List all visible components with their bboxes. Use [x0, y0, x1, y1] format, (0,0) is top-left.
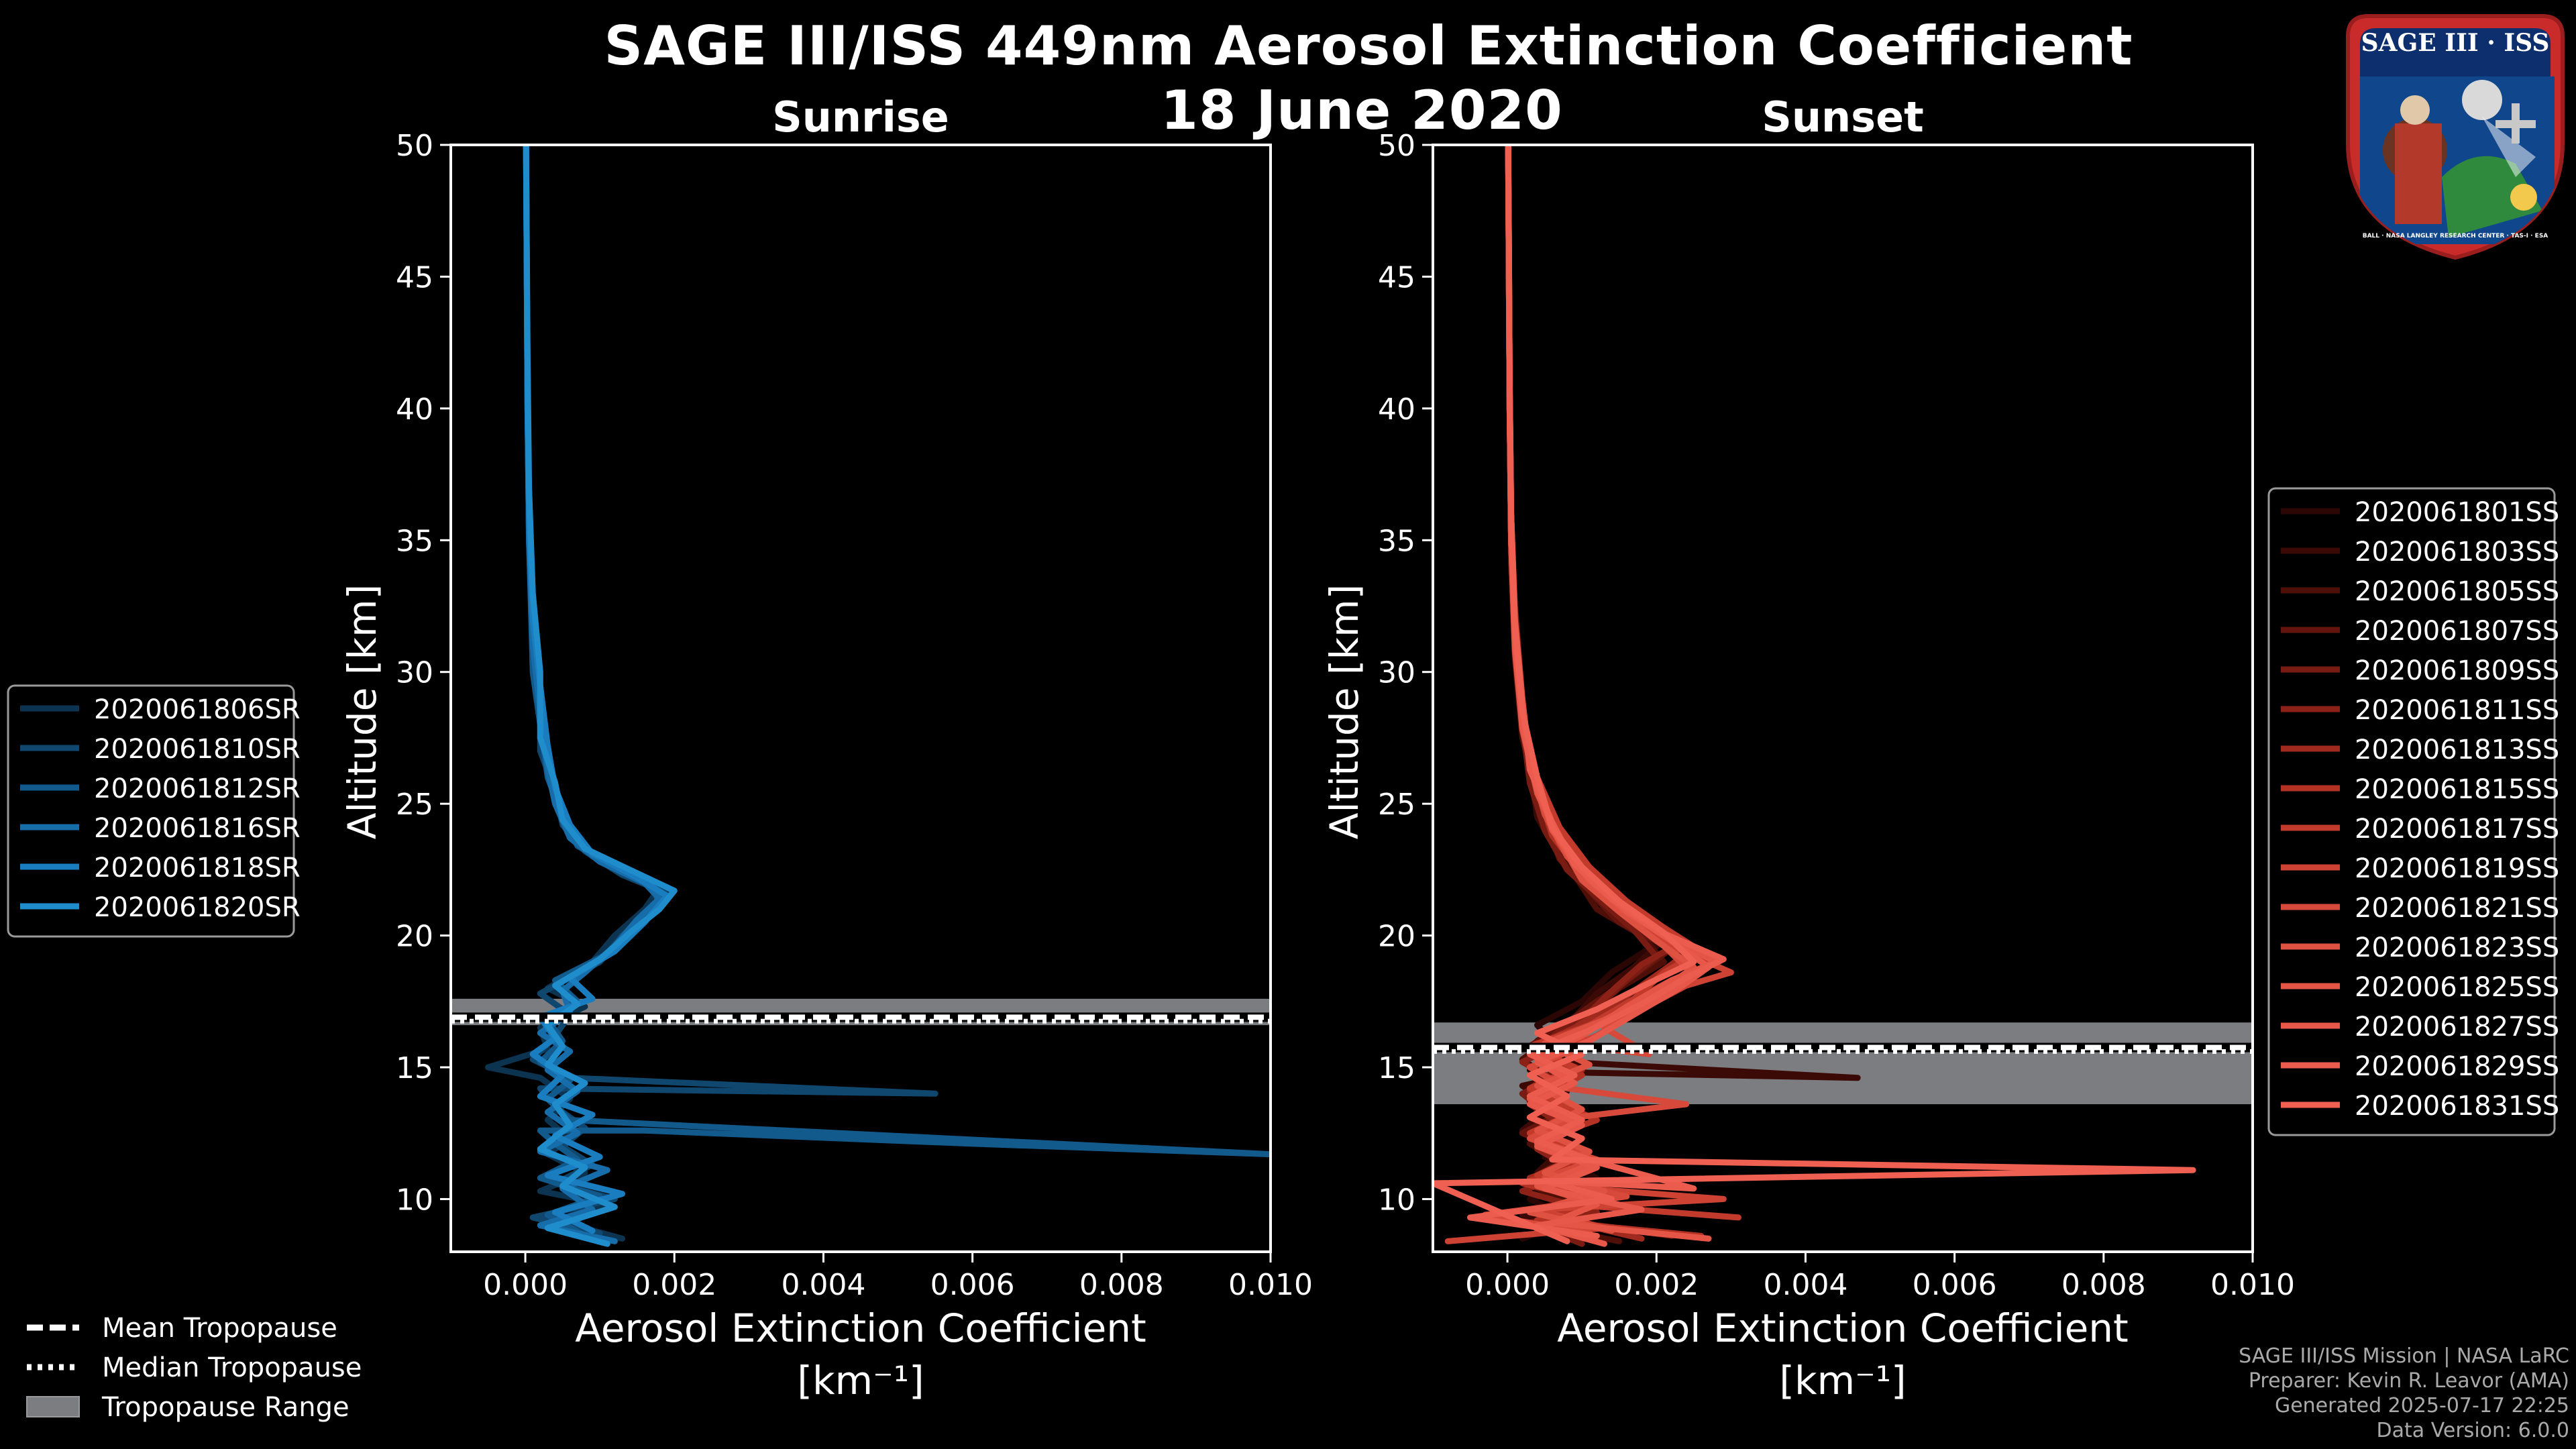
sunset-legend-label: 2020061831SS — [2355, 1091, 2559, 1122]
sunrise-ytick-label: 30 — [396, 656, 433, 690]
legend-mean-tropopause-label: Mean Tropopause — [102, 1313, 337, 1344]
sunrise-ytick-label: 20 — [396, 920, 433, 954]
sunrise-ytick-label: 10 — [396, 1183, 433, 1217]
sunset-ytick-label: 35 — [1378, 524, 1415, 558]
sunset-ylabel: Altitude [km] — [1322, 584, 1367, 839]
sunset-legend-label: 2020061823SS — [2355, 932, 2559, 963]
legend-tropopause-range-label: Tropopause Range — [101, 1392, 350, 1423]
mission-badge-logo: SAGE III · ISS BALL · NASA LANGLEY RESEA… — [2346, 14, 2565, 260]
sunset-xtick-label: 0.004 — [1763, 1268, 1847, 1302]
sunrise-ytick-label: 35 — [396, 524, 433, 558]
sunrise-series-group — [485, 145, 1271, 1247]
sunrise-legend-label: 2020061820SR — [94, 892, 301, 923]
badge-title: SAGE III · ISS — [2361, 29, 2550, 57]
figure-date: 18 June 2020 — [1161, 79, 1563, 142]
sunset-xtick-label: 0.000 — [1465, 1268, 1550, 1302]
sunrise-series-2020061810SR — [523, 145, 938, 1236]
sunrise-series-2020061820SR — [523, 145, 678, 1247]
sunset-series-group — [1433, 145, 2196, 1247]
sunrise-axes-frame — [449, 144, 1272, 1253]
sunset-ytick-label: 50 — [1378, 129, 1415, 163]
sunrise-ytick-label: 15 — [396, 1051, 433, 1085]
sunset-xtick-label: 0.002 — [1614, 1268, 1699, 1302]
sunrise-xtick-label: 0.000 — [483, 1268, 568, 1302]
credit-mission: SAGE III/ISS Mission | NASA LaRC — [2239, 1344, 2569, 1368]
sunrise-xtick-label: 0.002 — [632, 1268, 716, 1302]
sunset-legend-label: 2020061811SS — [2355, 695, 2559, 726]
sunset-legend-label: 2020061801SS — [2355, 497, 2559, 528]
sunset-ytick-label: 15 — [1378, 1051, 1415, 1085]
sunrise-xtick-label: 0.004 — [781, 1268, 865, 1302]
sunset-ytick-label: 30 — [1378, 656, 1415, 690]
sunset-panel-title: Sunset — [1762, 93, 1924, 142]
sunset-xtick-label: 0.010 — [2210, 1268, 2295, 1302]
sunset-xlabel-unit: [km⁻¹] — [1779, 1358, 1906, 1403]
sunset-xlabel: Aerosol Extinction Coefficient — [1557, 1305, 2129, 1351]
sunrise-legend-box — [7, 684, 295, 938]
sunset-legend-label: 2020061807SS — [2355, 616, 2559, 647]
sunrise-legend-label: 2020061812SR — [94, 773, 301, 804]
sunset-legend-label: 2020061803SS — [2355, 537, 2559, 568]
sunrise-panel-title: Sunrise — [772, 93, 949, 142]
sunset-legend-label: 2020061825SS — [2355, 972, 2559, 1003]
sunset-legend-label: 2020061813SS — [2355, 735, 2559, 765]
sunset-legend-label: 2020061827SS — [2355, 1012, 2559, 1042]
sunset-legend-label: 2020061819SS — [2355, 853, 2559, 884]
badge-subtitle: BALL · NASA LANGLEY RESEARCH CENTER · TA… — [2363, 233, 2548, 239]
legend-median-tropopause-label: Median Tropopause — [102, 1352, 362, 1383]
sunset-ytick-label: 20 — [1378, 920, 1415, 954]
sunset-legend-label: 2020061817SS — [2355, 814, 2559, 845]
sunset-xtick-label: 0.006 — [1913, 1268, 1997, 1302]
sunrise-legend-label: 2020061816SR — [94, 813, 301, 844]
sunrise-ytick-label: 50 — [396, 129, 433, 163]
sunrise-xtick-label: 0.008 — [1079, 1268, 1164, 1302]
sunrise-ytick-label: 40 — [396, 392, 433, 427]
credit-generated: Generated 2025-07-17 22:25 — [2274, 1394, 2569, 1417]
sunset-ytick-label: 40 — [1378, 392, 1415, 427]
sunrise-legend-label: 2020061810SR — [94, 734, 301, 765]
sunset-series-2020061831SS — [1433, 145, 2196, 1244]
sunrise-ytick-label: 45 — [396, 260, 433, 294]
sunset-xtick-label: 0.008 — [2061, 1268, 2146, 1302]
sunset-ytick-label: 45 — [1378, 260, 1415, 294]
sunrise-legend-label: 2020061818SR — [94, 853, 301, 883]
credit-preparer: Preparer: Kevin R. Leavor (AMA) — [2248, 1369, 2569, 1393]
legend-tropopause-range-swatch — [26, 1396, 80, 1417]
sunrise-legend-label: 2020061806SR — [94, 694, 301, 725]
sunrise-series-2020061812SR — [523, 145, 1271, 1239]
figure-title: SAGE III/ISS 449nm Aerosol Extinction Co… — [604, 15, 2133, 77]
sunset-ytick-label: 25 — [1378, 788, 1415, 822]
sunrise-xtick-label: 0.006 — [930, 1268, 1015, 1302]
sunrise-series-2020061818SR — [523, 145, 670, 1234]
sunrise-xlabel: Aerosol Extinction Coefficient — [575, 1305, 1146, 1351]
credit-version: Data Version: 6.0.0 — [2376, 1419, 2569, 1442]
sunrise-ytick-label: 25 — [396, 788, 433, 822]
sunset-legend-label: 2020061815SS — [2355, 774, 2559, 805]
sunrise-ylabel: Altitude [km] — [339, 584, 385, 839]
sunset-legend-box — [2267, 487, 2556, 1136]
sunset-legend-label: 2020061821SS — [2355, 893, 2559, 924]
sunset-legend-label: 2020061805SS — [2355, 576, 2559, 607]
sunset-ytick-label: 10 — [1378, 1183, 1415, 1217]
sunset-legend-label: 2020061829SS — [2355, 1051, 2559, 1082]
sunset-axes-frame — [1432, 144, 2254, 1253]
sunset-legend-label: 2020061809SS — [2355, 655, 2559, 686]
sunrise-xlabel-unit: [km⁻¹] — [797, 1358, 924, 1403]
sunrise-xtick-label: 0.010 — [1228, 1268, 1313, 1302]
